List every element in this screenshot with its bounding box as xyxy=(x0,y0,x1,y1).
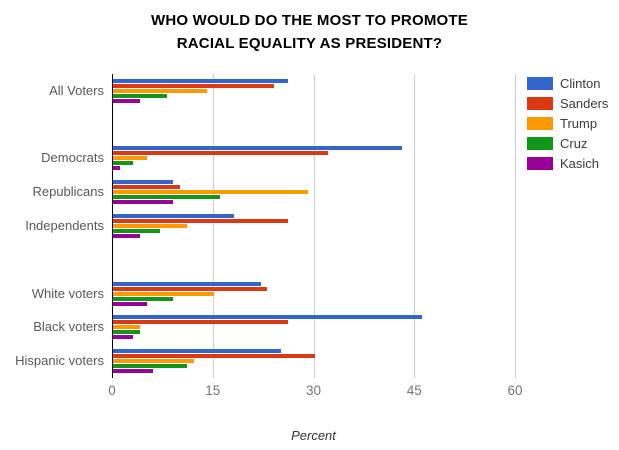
category-label-hispanic-voters: Hispanic voters xyxy=(15,353,104,369)
bar-cruz-hispanic-voters xyxy=(113,364,187,369)
gridline-x-30 xyxy=(313,74,315,378)
bar-trump-hispanic-voters xyxy=(113,359,194,364)
x-axis-title: Percent xyxy=(291,428,336,443)
bar-sanders-independents xyxy=(113,219,288,223)
bar-clinton-white-voters xyxy=(113,281,261,286)
bar-cruz-white-voters xyxy=(113,296,174,301)
bar-sanders-democrats xyxy=(113,151,328,156)
bar-cruz-black-voters xyxy=(113,330,140,335)
chart-title-line-2: RACIAL EQUALITY AS PRESIDENT? xyxy=(176,35,443,52)
bar-trump-republicans xyxy=(113,190,308,195)
bar-sanders-white-voters xyxy=(113,286,268,291)
bar-sanders-hispanic-voters xyxy=(113,354,315,359)
legend-swatch-kasich xyxy=(527,157,553,170)
bar-kasich-black-voters xyxy=(113,335,134,340)
x-tick-label-30: 30 xyxy=(305,383,322,398)
gridline-x-60 xyxy=(515,74,516,378)
gridline-x-15 xyxy=(212,74,214,378)
bar-clinton-independents xyxy=(113,214,234,218)
y-axis-line xyxy=(112,74,113,378)
category-label-all-voters: All Voters xyxy=(49,82,104,98)
bar-kasich-republicans xyxy=(113,200,174,205)
legend-swatch-clinton xyxy=(527,77,553,90)
category-label-democrats: Democrats xyxy=(41,150,104,166)
chart-title-line-1: WHO WOULD DO THE MOST TO PROMOTE xyxy=(151,12,468,29)
bar-sanders-all-voters xyxy=(113,83,275,88)
gridline-x-45 xyxy=(414,74,416,378)
legend-label-kasich: Kasich xyxy=(560,156,600,171)
legend-swatch-sanders xyxy=(527,97,553,110)
category-label-black-voters: Black voters xyxy=(33,319,104,335)
bar-clinton-democrats xyxy=(113,146,402,151)
x-tick-label-60: 60 xyxy=(507,383,523,398)
category-label-white-voters: White voters xyxy=(31,285,104,301)
bar-kasich-white-voters xyxy=(113,301,147,306)
bar-clinton-republicans xyxy=(113,180,174,185)
bar-trump-all-voters xyxy=(113,88,208,93)
bar-cruz-democrats xyxy=(113,161,134,166)
bar-cruz-independents xyxy=(113,229,161,233)
bar-kasich-democrats xyxy=(113,166,120,171)
category-label-republicans: Republicans xyxy=(32,184,104,200)
bar-trump-white-voters xyxy=(113,291,214,296)
bar-clinton-all-voters xyxy=(113,78,288,83)
bar-sanders-black-voters xyxy=(113,320,288,325)
legend-label-cruz: Cruz xyxy=(560,136,588,151)
bar-trump-independents xyxy=(113,224,187,228)
legend-label-sanders: Sanders xyxy=(560,96,609,111)
legend-swatch-cruz xyxy=(527,137,553,150)
legend-label-clinton: Clinton xyxy=(560,76,601,91)
bar-clinton-black-voters xyxy=(113,315,422,320)
bar-cruz-all-voters xyxy=(113,93,167,98)
bar-trump-black-voters xyxy=(113,325,140,330)
legend-swatch-trump xyxy=(527,117,553,130)
chart-title: WHO WOULD DO THE MOST TO PROMOTE RACIAL … xyxy=(0,9,619,55)
bar-cruz-republicans xyxy=(113,195,221,200)
bar-sanders-republicans xyxy=(113,185,181,190)
bar-trump-democrats xyxy=(113,156,147,161)
x-tick-label-0: 0 xyxy=(108,383,116,398)
x-tick-label-45: 45 xyxy=(406,383,422,398)
bar-clinton-hispanic-voters xyxy=(113,349,281,354)
plot-area xyxy=(112,74,540,378)
legend-label-trump: Trump xyxy=(560,116,598,131)
bar-kasich-all-voters xyxy=(113,98,140,103)
bar-kasich-independents xyxy=(113,234,140,238)
x-tick-label-15: 15 xyxy=(205,383,221,398)
category-label-independents: Independents xyxy=(25,218,104,233)
bar-kasich-hispanic-voters xyxy=(113,369,154,374)
